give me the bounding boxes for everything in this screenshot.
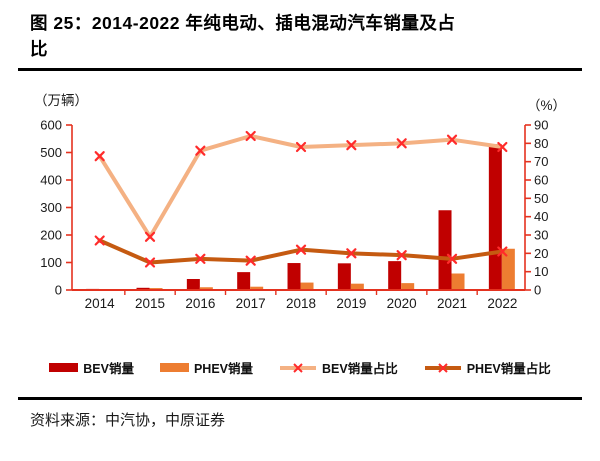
figure-title-line1: 图 25：2014-2022 年纯电动、插电混动汽车销量及占 (30, 13, 456, 33)
right-axis-tick-label: 50 (534, 191, 548, 206)
phev-sales-bar (501, 248, 515, 290)
phev-share-marker (245, 255, 256, 266)
right-axis-tick-label: 80 (534, 136, 548, 151)
bev-sales-bar (438, 210, 452, 290)
figure-title-line2: 比 (30, 39, 48, 59)
right-axis-tick-label: 30 (534, 228, 548, 243)
left-axis-tick-label: 200 (40, 228, 62, 243)
phev-sales-bar (300, 282, 314, 290)
legend-item-phev-share: PHEV销量占比 (424, 358, 551, 377)
left-axis-tick-label: 500 (40, 145, 62, 160)
left-axis-tick-label: 0 (55, 283, 62, 298)
figure-title: 图 25：2014-2022 年纯电动、插电混动汽车销量及占 比 (30, 10, 570, 62)
x-axis-label: 2016 (185, 296, 215, 311)
phev-share-marker (94, 235, 105, 246)
legend-label-bev-sales: BEV销量 (83, 362, 134, 376)
bev-sales-bar (388, 261, 402, 290)
right-axis-tick-label: 40 (534, 209, 548, 224)
phev-sales-bar (401, 283, 415, 290)
right-axis-tick-label: 60 (534, 173, 548, 188)
left-axis-tick-label: 600 (40, 118, 62, 133)
phev-sales-bar (199, 287, 213, 290)
x-axis-label: 2021 (437, 296, 467, 311)
bev-sales-bar (237, 272, 251, 290)
chart-legend: BEV销量 PHEV销量 BEV销量占比 PHEV销量占比 (0, 358, 600, 377)
phev-share-marker (144, 257, 156, 268)
source-note: 资料来源：中汽协，中原证券 (30, 413, 226, 429)
x-axis-label: 2014 (85, 296, 116, 311)
bev-sales-bar (186, 279, 200, 290)
combo-chart: （万辆） （%） 0 100 200 300 400 500 600 0 10 20 30 40 50 60 7… (34, 93, 566, 311)
phev-share-marker (195, 253, 206, 264)
right-axis-tick-label: 90 (534, 118, 548, 133)
x-axis-label: 2020 (387, 296, 417, 311)
footer-divider (18, 397, 582, 400)
bev-share-marker (94, 151, 105, 162)
bev-sales-bar (488, 144, 502, 290)
legend-label-bev-share: BEV销量占比 (322, 362, 398, 376)
left-axis-tick-label: 300 (40, 200, 62, 215)
phev-sales-bar (250, 286, 264, 290)
phev-sales-bar (350, 283, 364, 290)
legend-swatch-bev-sales (49, 363, 79, 372)
legend-item-phev-sales: PHEV销量 (159, 358, 253, 377)
bev-sales-bar (136, 287, 150, 290)
phev-sales-bar (451, 273, 465, 290)
x-axis-label: 2018 (286, 296, 316, 311)
right-axis-tick-label: 70 (534, 154, 548, 169)
bev-share-marker (295, 141, 307, 153)
bev-share-marker (396, 138, 407, 149)
bev-sales-bar (337, 263, 351, 290)
phev-share-marker (396, 250, 407, 261)
title-divider (18, 68, 582, 71)
chart-area: （万辆） （%） 0 100 200 300 400 500 600 0 10 20 30 40 50 60 7… (0, 88, 600, 350)
legend-label-phev-sales: PHEV销量 (193, 362, 253, 376)
right-axis-tick-label: 10 (534, 264, 548, 279)
bev-share-marker (245, 130, 256, 142)
legend-swatch-bev-share (280, 362, 316, 373)
phev-share-marker (497, 246, 508, 257)
phev-share-marker (346, 248, 357, 259)
x-axis-label: 2019 (336, 296, 366, 311)
right-axis-unit-label: （%） (527, 98, 566, 113)
left-axis-unit-label: （万辆） (34, 93, 88, 108)
x-axis-label: 2015 (135, 296, 165, 311)
bev-sales-bar (287, 263, 301, 290)
left-axis-tick-label: 400 (40, 173, 62, 188)
bev-share-marker (346, 140, 357, 151)
bev-share-marker (195, 145, 206, 156)
right-axis-tick-label: 0 (534, 283, 541, 298)
legend-swatch-phev-sales (159, 363, 189, 372)
bev-share-marker (446, 134, 458, 145)
x-axis-label: 2022 (487, 296, 517, 311)
legend-item-bev-sales: BEV销量 (49, 358, 134, 377)
legend-item-bev-share: BEV销量占比 (279, 358, 398, 377)
legend-swatch-phev-share (424, 362, 461, 373)
bev-share-marker (497, 141, 508, 153)
right-axis-tick-label: 20 (534, 246, 548, 261)
legend-label-phev-share: PHEV销量占比 (466, 362, 551, 376)
phev-share-marker (295, 244, 307, 255)
phev-share-marker (446, 253, 458, 264)
bev-share-marker (144, 231, 156, 242)
x-axis-label: 2017 (236, 296, 266, 311)
left-axis-tick-label: 100 (40, 255, 62, 270)
